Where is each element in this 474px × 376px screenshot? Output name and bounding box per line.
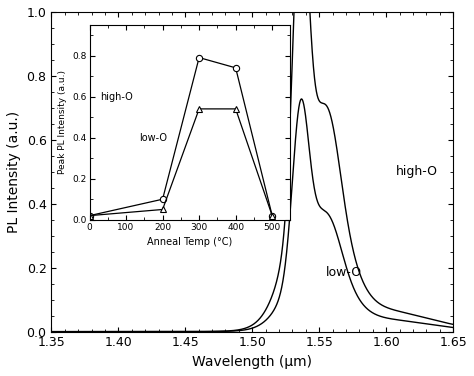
- Y-axis label: PL Intensity (a.u.): PL Intensity (a.u.): [7, 111, 21, 233]
- Text: low-O: low-O: [326, 266, 362, 279]
- Text: high-O: high-O: [396, 165, 438, 178]
- X-axis label: Wavelength (μm): Wavelength (μm): [192, 355, 312, 369]
